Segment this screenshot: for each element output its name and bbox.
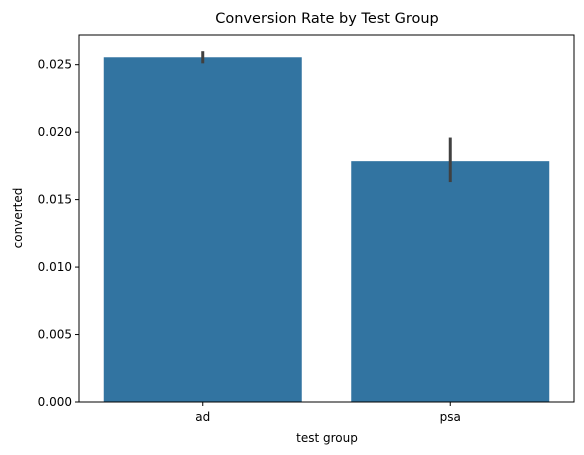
y-axis: 0.000 0.005 0.010 0.015 0.020 0.025 <box>38 58 79 409</box>
x-tick-label-psa: psa <box>440 410 461 424</box>
chart-title: Conversion Rate by Test Group <box>215 11 438 27</box>
axes-frame <box>78 34 575 403</box>
x-tick-label-ad: ad <box>195 410 210 424</box>
bar-ad <box>103 57 302 402</box>
y-tick-label: 0.005 <box>38 328 72 342</box>
bar-psa <box>351 161 550 402</box>
plot-area <box>103 51 550 402</box>
y-tick-label: 0.010 <box>38 260 72 274</box>
y-tick-label: 0.000 <box>38 395 72 409</box>
y-tick-label: 0.025 <box>38 58 72 72</box>
y-tick-label: 0.015 <box>38 193 72 207</box>
y-axis-label: converted <box>11 188 25 249</box>
x-axis-label: test group <box>296 431 358 445</box>
x-axis: ad psa <box>195 402 461 424</box>
y-tick-label: 0.020 <box>38 125 72 139</box>
